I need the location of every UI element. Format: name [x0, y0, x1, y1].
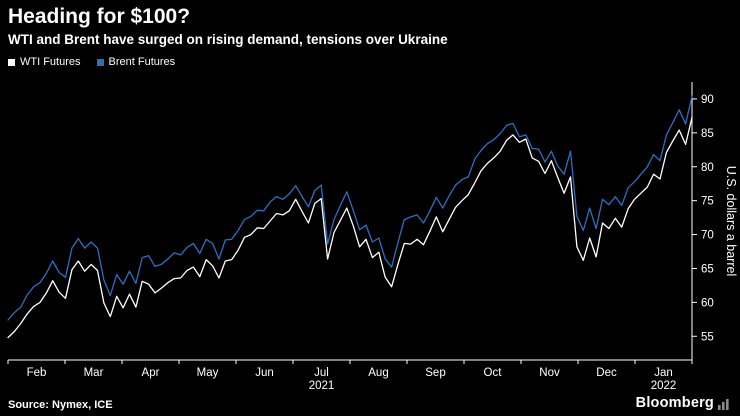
svg-text:2022: 2022: [651, 380, 677, 392]
legend-label-wti: WTI Futures: [20, 56, 81, 69]
svg-text:Mar: Mar: [84, 367, 104, 379]
chart-footer: Source: Nymex, ICE Bloomberg: [0, 395, 740, 413]
svg-text:80: 80: [701, 162, 714, 174]
chart-legend: WTI Futures Brent Futures: [8, 56, 740, 68]
svg-text:55: 55: [701, 331, 714, 343]
price-line-chart: 55 60 65 70 75 80 85 90 Feb Mar Apr May Jun Jul Aug Sep…: [7, 82, 738, 392]
legend-item-brent: Brent Futures: [96, 56, 176, 69]
svg-text:Aug: Aug: [368, 367, 388, 379]
source-note: Source: Nymex, ICE: [8, 399, 113, 411]
page-title: Heading for $100?: [8, 5, 191, 28]
chart-subtitle: WTI and Brent have surged on rising dema…: [8, 32, 448, 48]
svg-text:U.S. dollars a barrel: U.S. dollars a barrel: [724, 166, 738, 276]
svg-text:Jul: Jul: [314, 367, 329, 379]
svg-text:75: 75: [701, 196, 714, 208]
svg-text:Feb: Feb: [27, 367, 47, 379]
svg-text:Oct: Oct: [484, 367, 503, 379]
svg-text:Dec: Dec: [596, 367, 617, 379]
svg-text:90: 90: [701, 94, 714, 106]
legend-item-wti: WTI Futures: [8, 56, 81, 68]
bloomberg-logo: Bloomberg: [636, 395, 730, 411]
svg-text:May: May: [197, 367, 219, 379]
brent-swatch-icon: [96, 58, 104, 66]
wti-swatch-icon: [8, 58, 15, 66]
svg-text:2021: 2021: [309, 380, 335, 392]
svg-text:Sep: Sep: [425, 367, 445, 379]
svg-text:Jan: Jan: [654, 367, 673, 379]
bloomberg-bars-icon: [718, 399, 729, 410]
svg-text:70: 70: [701, 230, 714, 242]
svg-text:Jun: Jun: [255, 367, 274, 379]
bloomberg-wordmark: Bloomberg: [635, 395, 714, 411]
legend-label-brent: Brent Futures: [108, 56, 176, 69]
svg-text:60: 60: [701, 297, 714, 309]
svg-text:65: 65: [701, 263, 714, 275]
svg-text:Apr: Apr: [142, 367, 160, 379]
svg-text:85: 85: [701, 128, 714, 140]
svg-text:Nov: Nov: [539, 367, 560, 379]
chart-header: Heading for $100? WTI and Brent have sur…: [0, 0, 740, 47]
chart-area: 55 60 65 70 75 80 85 90 Feb Mar Apr May Jun Jul Aug Sep…: [0, 78, 740, 392]
